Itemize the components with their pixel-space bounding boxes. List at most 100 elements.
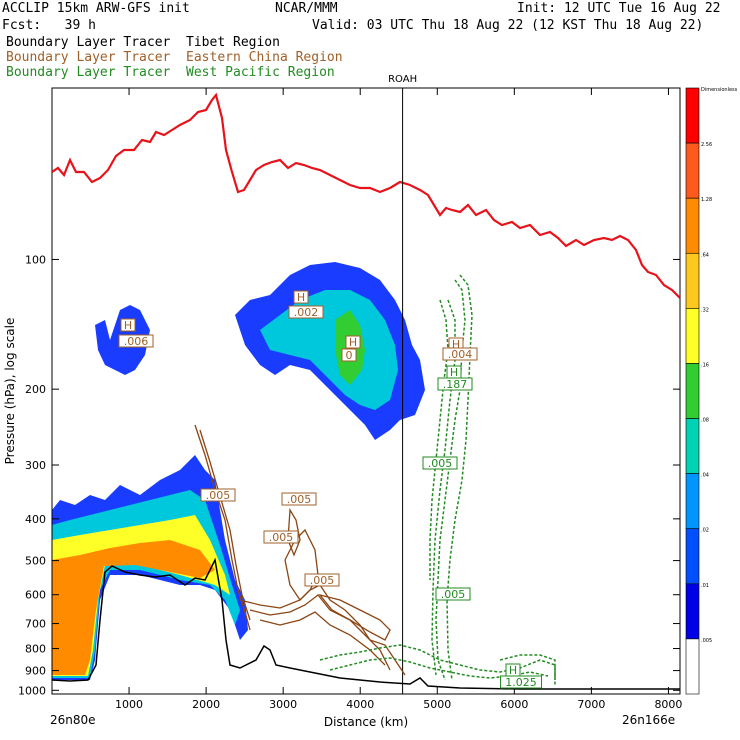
colorbar-swatch xyxy=(685,363,700,419)
legend-region: Tibet Region xyxy=(186,35,280,50)
y-tick-label: 1000 xyxy=(18,684,46,697)
legend-region: Eastern China Region xyxy=(186,50,343,65)
contour-label-box xyxy=(118,334,154,348)
colorbar-swatch xyxy=(685,252,700,309)
contour-label-text: .005 xyxy=(206,489,231,502)
y-tick-label: 900 xyxy=(25,665,46,678)
colorbar-level-label: .64 xyxy=(701,252,709,258)
contour-label-box xyxy=(437,377,473,391)
contour-label-box xyxy=(442,347,478,361)
colorbar-swatch xyxy=(685,308,700,364)
colorbar-level-label: .005 xyxy=(701,638,712,644)
x-axis-tick-labels: 1000 2000 3000 4000 5000 6000 7000 8000 xyxy=(115,698,682,711)
colorbar-level-label: .04 xyxy=(701,473,709,479)
contour-label-text: H xyxy=(509,664,517,677)
y-tick-label: 500 xyxy=(25,555,46,568)
y-axis-title: Pressure (hPa), log scale xyxy=(3,318,17,465)
contour-label-box xyxy=(304,573,340,587)
model-title: ACCLIP 15km ARW-GFS init xyxy=(2,1,190,16)
colorbar-labels: Dimensionless 2.56 1.28 .64 .32 .16 .08 .04 .02.… xyxy=(701,87,738,644)
contour-label-box xyxy=(281,492,317,506)
colorbar-level-label: .08 xyxy=(701,418,709,424)
upper-middle-field-cyan xyxy=(260,290,398,410)
contour-label-text: H xyxy=(450,366,458,379)
right-endpoint-label: 26n166e xyxy=(622,713,675,727)
legend-line-tibet: Boundary Layer Tracer Tibet Region xyxy=(6,36,280,50)
y-tick-label: 400 xyxy=(25,513,46,526)
colorbar-level-label: 2.56 xyxy=(701,142,712,148)
contour-label-box xyxy=(341,348,357,362)
contour-label-text: H xyxy=(349,336,357,349)
y-axis-tick-labels: 100 200 300 400 500 600 700 800 900 1000 xyxy=(18,253,46,697)
colorbar-swatch xyxy=(685,528,700,585)
red-tracer-line xyxy=(52,92,680,299)
colorbar-level-label: .16 xyxy=(701,362,709,368)
contour-label-box xyxy=(120,318,136,332)
contour-label-text: 1.025 xyxy=(505,676,537,689)
contour-label-box xyxy=(293,290,309,304)
contour-label-text: H xyxy=(452,338,460,351)
contour-label-text: .005 xyxy=(269,531,294,544)
init-label: Init: 12 UTC Tue 16 Aug 22 xyxy=(517,1,721,16)
terrain-line xyxy=(52,557,680,690)
contour-label-box xyxy=(435,587,471,601)
colorbar-swatch xyxy=(685,87,700,144)
x-tick-label: 5000 xyxy=(423,698,451,711)
y-tick-label: 700 xyxy=(25,618,46,631)
contour-label-text: .002 xyxy=(294,306,319,319)
org-label: NCAR/MMM xyxy=(275,1,338,16)
contour-label-text: .005 xyxy=(428,457,453,470)
colorbar-level-label: .01 xyxy=(701,583,709,589)
y-tick-label: 300 xyxy=(25,459,46,472)
contour-label-box xyxy=(288,305,324,319)
contour-label-box xyxy=(422,456,458,470)
legend-region: West Pacific Region xyxy=(186,65,335,80)
colorbar-level-label: .32 xyxy=(701,307,709,313)
axis-ticks xyxy=(52,88,680,694)
left-endpoint-label: 26n80e xyxy=(50,713,96,727)
contour-label-box xyxy=(345,335,361,349)
legend-line-eastern-china: Boundary Layer Tracer Eastern China Regi… xyxy=(6,51,343,65)
contour-label-text: .187 xyxy=(443,378,468,391)
forecast-hour: Fcst: 39 h xyxy=(2,18,96,33)
valid-time: Valid: 03 UTC Thu 18 Aug 22 (12 KST Thu … xyxy=(312,18,704,33)
y-tick-label: 100 xyxy=(25,253,46,266)
contour-label-text: .005 xyxy=(310,574,335,587)
x-tick-label: 4000 xyxy=(346,698,374,711)
x-axis-title: Distance (km) xyxy=(324,715,408,729)
contour-label-box xyxy=(200,488,236,502)
y-tick-label: 200 xyxy=(25,383,46,396)
tibet-field-orange xyxy=(52,540,215,675)
y-tick-label: 600 xyxy=(25,589,46,602)
x-tick-label: 3000 xyxy=(269,698,297,711)
x-tick-label: 6000 xyxy=(500,698,528,711)
contour-label-text: 0 xyxy=(346,349,353,362)
tracer-shading xyxy=(52,262,425,680)
x-tick-label: 7000 xyxy=(577,698,605,711)
x-tick-label: 2000 xyxy=(192,698,220,711)
colorbar-swatch xyxy=(685,418,700,474)
contour-labels: H.006H.002H0.005.005.005.005H.004H.187.0… xyxy=(118,290,542,689)
colorbar-level-label: .02 xyxy=(701,528,709,534)
y-tick-label: 800 xyxy=(25,643,46,656)
contour-label-text: .005 xyxy=(287,493,312,506)
x-tick-label: 1000 xyxy=(115,698,143,711)
contour-label-box xyxy=(500,675,542,689)
station-label: ROAH xyxy=(388,74,417,85)
legend-label: Boundary Layer Tracer xyxy=(6,35,171,50)
legend-label: Boundary Layer Tracer xyxy=(6,65,171,80)
colorbar-swatch xyxy=(685,197,700,254)
plot-frame xyxy=(51,87,681,695)
colorbar-swatch xyxy=(685,142,700,199)
contour-label-text: H xyxy=(297,291,305,304)
x-tick-label: 8000 xyxy=(654,698,682,711)
colorbar-swatch xyxy=(685,583,700,640)
contour-label-text: .004 xyxy=(448,348,473,361)
contour-label-text: .005 xyxy=(441,588,466,601)
colorbar-swatch xyxy=(685,638,700,695)
contour-label-box xyxy=(263,530,299,544)
colorbar xyxy=(685,87,700,695)
contour-label-text: .006 xyxy=(124,335,149,348)
colorbar-swatch xyxy=(685,473,700,530)
